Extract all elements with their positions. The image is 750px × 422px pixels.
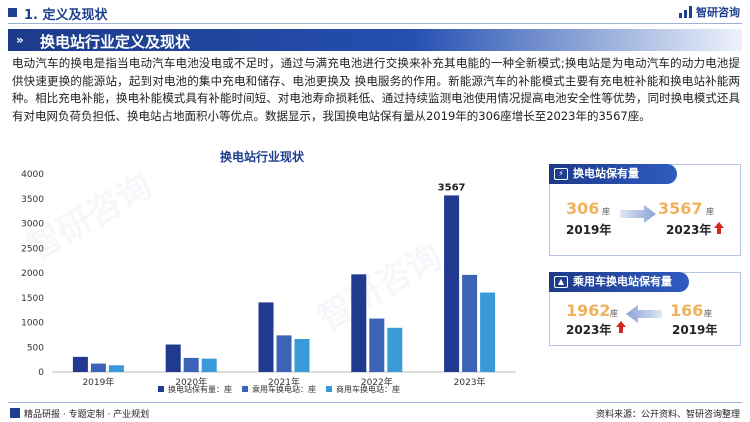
data-label: 3567 xyxy=(438,182,466,193)
x-tick-label: 2021年 xyxy=(268,376,300,388)
bar xyxy=(462,274,478,372)
up-arrow-icon xyxy=(714,222,724,234)
card-title: 换电站保有量 xyxy=(573,167,639,180)
chart-title: 换电站行业现状 xyxy=(220,150,305,164)
bar xyxy=(480,292,496,372)
title-banner: » 换电站行业定义及现状 xyxy=(8,29,742,51)
left-unit: 座 xyxy=(602,207,610,216)
left-year: 2019年 xyxy=(566,223,612,237)
right-arrow-icon xyxy=(620,205,656,223)
right-unit: 座 xyxy=(706,207,714,216)
left-year: 2023年 xyxy=(566,323,612,337)
left-value: 306 xyxy=(566,199,600,218)
section-title: 1. 定义及现状 xyxy=(24,8,108,23)
x-tick-label: 2023年 xyxy=(454,376,486,388)
page-title: 换电站行业定义及现状 xyxy=(40,33,191,51)
bar xyxy=(108,365,124,372)
y-tick-label: 0 xyxy=(38,368,44,378)
top-bar: 1. 定义及现状 智研咨询 xyxy=(0,0,750,26)
y-tick-label: 500 xyxy=(27,343,44,353)
right-unit: 座 xyxy=(704,309,712,318)
footer-slogan: 精品研报 · 专题定制 · 产业规划 xyxy=(24,410,150,420)
y-tick-label: 2500 xyxy=(21,244,44,254)
legend-swatch xyxy=(158,386,164,392)
y-tick-label: 1000 xyxy=(21,319,44,329)
bar xyxy=(351,274,367,372)
card-title: 乘用车换电站保有量 xyxy=(573,275,672,288)
right-year: 2023年 xyxy=(666,223,712,237)
right-year: 2019年 xyxy=(672,323,718,337)
footer-divider xyxy=(8,402,742,403)
double-chevron-icon: » xyxy=(16,33,24,47)
legend-label: 商用车换电站：座 xyxy=(336,384,400,394)
footer: 精品研报 · 专题定制 · 产业规划 资料来源：公开资料、智研咨询整理 xyxy=(0,402,750,422)
legend-swatch xyxy=(326,386,332,392)
left-value: 1962 xyxy=(566,301,611,320)
card-header: ▲ 乘用车换电站保有量 xyxy=(549,272,689,292)
bar xyxy=(369,318,385,372)
right-value: 166 xyxy=(670,301,704,320)
logo-bars-icon xyxy=(679,6,693,18)
y-tick-label: 4000 xyxy=(21,170,44,180)
bar xyxy=(444,195,460,372)
section-marker-icon xyxy=(8,8,17,17)
y-tick-label: 3500 xyxy=(21,195,44,205)
right-value: 3567 xyxy=(658,199,703,218)
bar xyxy=(165,344,181,372)
bar-chart: 0 500 1000 1500 2000 2500 3000 3500 4000 2019年 202… xyxy=(21,170,516,394)
brand-logo: 智研咨询 xyxy=(679,4,740,20)
x-tick-label: 2019年 xyxy=(82,376,114,388)
y-tick-label: 2000 xyxy=(21,269,44,279)
legend-label: 乘用车换电站：座 xyxy=(252,384,316,394)
y-tick-label: 1500 xyxy=(21,294,44,304)
station-count-card: ⚡ 换电站保有量 306 座 2019年 3567 座 2023年 xyxy=(549,164,741,256)
header-divider xyxy=(8,23,742,24)
x-tick-label: 2020年 xyxy=(175,376,207,388)
station-icon: ⚡ xyxy=(554,168,568,180)
report-icon xyxy=(10,408,20,418)
chart-icon: ▲ xyxy=(554,276,568,288)
passenger-station-card: ▲ 乘用车换电站保有量 1962 座 2023年 166 座 2019年 xyxy=(549,272,741,346)
bar xyxy=(201,358,217,372)
bar xyxy=(90,363,106,372)
left-arrow-icon xyxy=(626,305,662,323)
intro-paragraph: 电动汽车的换电是指当电动汽车电池没电或不足时，通过与满充电池进行交换来补充其电能… xyxy=(12,56,740,123)
bar xyxy=(258,302,274,372)
y-tick-label: 3000 xyxy=(21,220,44,230)
bar xyxy=(276,335,292,372)
up-arrow-icon xyxy=(616,321,626,333)
card-header: ⚡ 换电站保有量 xyxy=(549,164,677,184)
bar xyxy=(294,339,310,372)
bar xyxy=(387,327,403,372)
bar xyxy=(183,357,199,372)
bar xyxy=(72,356,88,372)
left-unit: 座 xyxy=(610,309,618,318)
footer-source: 资料来源：公开资料、智研咨询整理 xyxy=(595,410,740,420)
legend-label: 换电站保有量：座 xyxy=(168,384,232,394)
logo-text: 智研咨询 xyxy=(696,6,740,19)
legend-swatch xyxy=(242,386,248,392)
x-tick-label: 2022年 xyxy=(361,376,393,388)
